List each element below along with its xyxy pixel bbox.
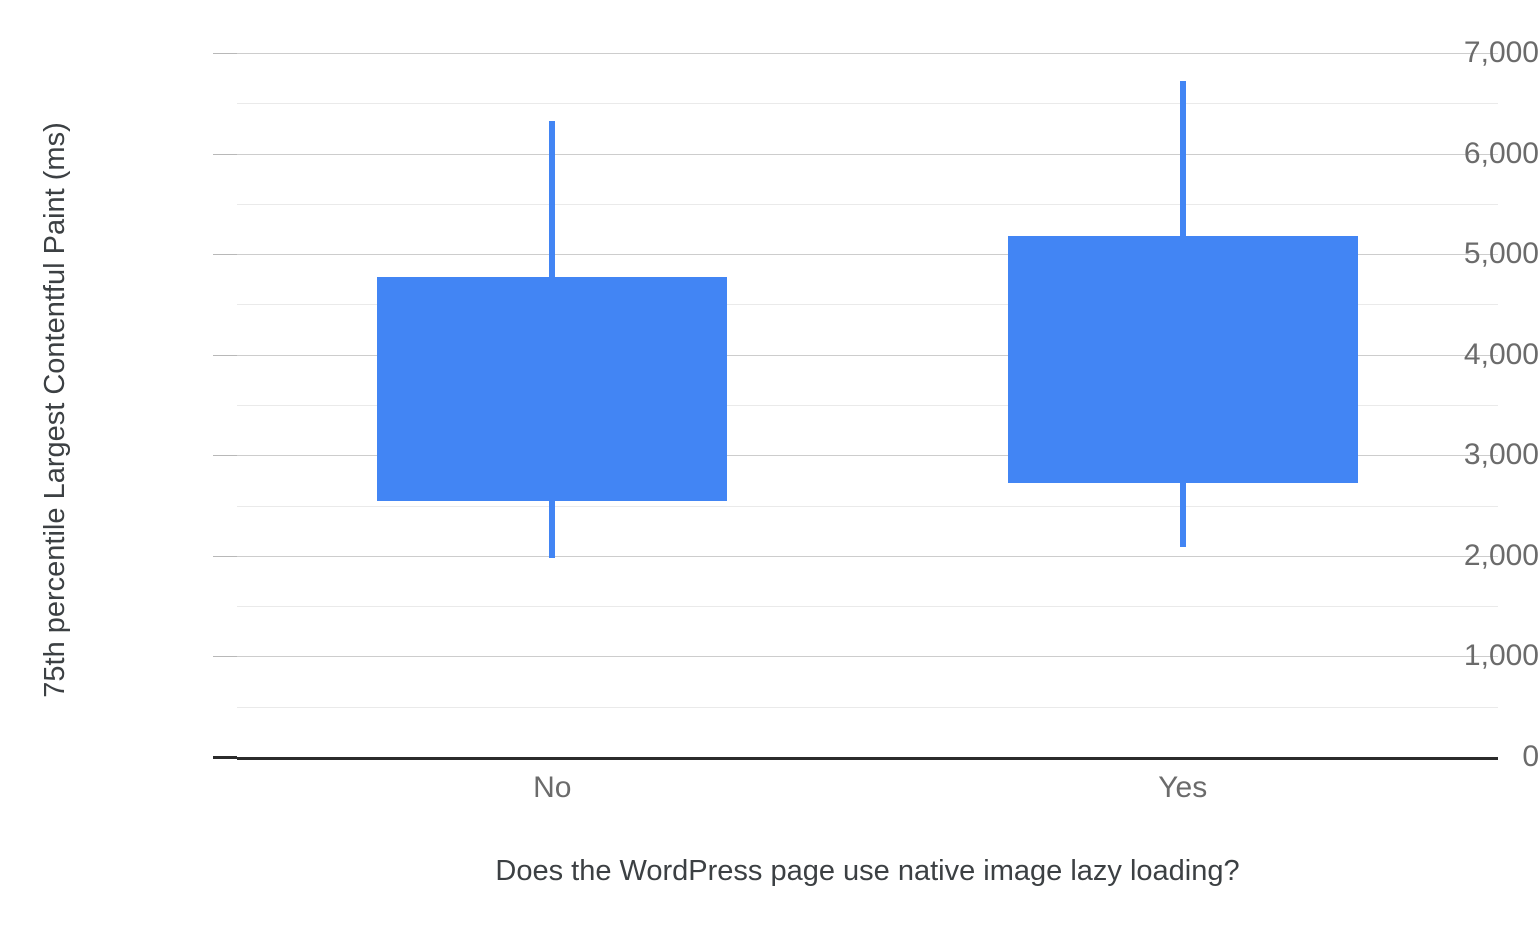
y-axis-tick-mark — [213, 455, 237, 457]
y-axis-tick-mark — [213, 153, 237, 155]
gridline-minor — [237, 405, 1498, 406]
y-axis-tick-label: 5,000 — [1463, 237, 1539, 271]
y-axis-tick-label: 3,000 — [1463, 438, 1539, 472]
y-axis-tick-mark — [213, 53, 237, 54]
gridline-minor — [237, 706, 1498, 708]
y-axis-tick-mark — [213, 254, 237, 256]
y-axis-tick-mark — [213, 656, 237, 658]
y-axis-tick-mark — [213, 555, 237, 557]
y-axis-tick-label: 4,000 — [1463, 337, 1539, 371]
y-axis-tick-mark — [213, 354, 237, 356]
gridline-major — [237, 254, 1498, 256]
gridline-major — [237, 656, 1498, 658]
plot-area — [237, 53, 1498, 760]
gridline-major — [237, 53, 1498, 54]
x-axis-title: Does the WordPress page use native image… — [495, 855, 1240, 887]
y-axis-tick-label: 2,000 — [1463, 538, 1539, 572]
gridline-major — [237, 354, 1498, 356]
y-axis-title: 75th percentile Largest Contentful Paint… — [38, 122, 71, 698]
x-axis-tick-label: No — [533, 771, 572, 804]
gridline-minor — [237, 203, 1498, 205]
y-axis-tick-label: 6,000 — [1463, 136, 1539, 170]
gridline-minor — [237, 606, 1498, 608]
y-axis-tick-label: 0 — [1522, 740, 1539, 773]
x-axis-tick-label: Yes — [1158, 771, 1208, 804]
y-axis-tick-mark — [213, 756, 237, 759]
gridline-major — [237, 153, 1498, 155]
candle-box[interactable] — [1007, 236, 1358, 484]
gridline-minor — [237, 103, 1498, 105]
gridline-major — [237, 455, 1498, 457]
gridline-minor — [237, 505, 1498, 507]
gridline-minor — [237, 304, 1498, 306]
y-axis-tick-label: 7,000 — [1463, 36, 1539, 69]
y-axis-tick-label: 1,000 — [1463, 639, 1539, 673]
candle-box[interactable] — [377, 276, 728, 501]
gridline-major — [237, 555, 1498, 557]
x-axis-baseline — [237, 757, 1498, 760]
